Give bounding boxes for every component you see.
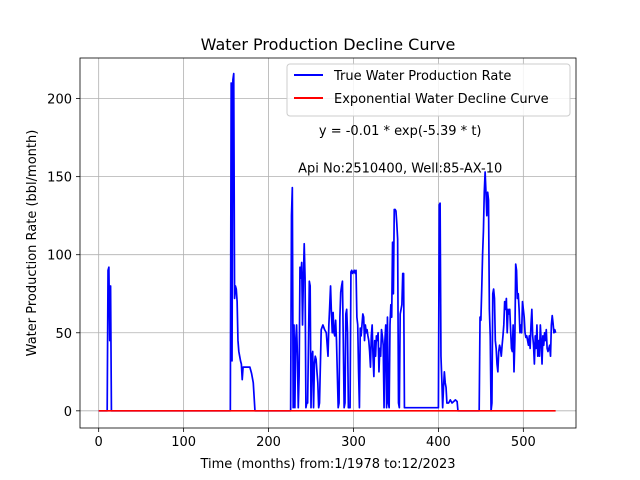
legend-label-true-rate: True Water Production Rate <box>333 69 511 84</box>
y-tick-label: 0 <box>64 405 72 420</box>
x-tick-label: 200 <box>256 435 281 450</box>
chart-title: Water Production Decline Curve <box>201 35 456 54</box>
x-axis-label: Time (months) from:1/1978 to:12/2023 <box>199 457 455 472</box>
y-tick-label: 150 <box>47 171 72 186</box>
tick-layer: 0 100 200 300 400 500 0 50 100 150 200 <box>47 93 536 450</box>
series-layer <box>98 72 557 412</box>
y-tick-label: 100 <box>47 249 72 264</box>
annotation-layer: y = -0.01 * exp(-5.39 * t) Api No:2510400… <box>298 124 502 176</box>
x-tick-label: 100 <box>171 435 196 450</box>
x-tick-label: 0 <box>95 435 103 450</box>
legend-box <box>286 63 571 117</box>
well-id-annotation: Api No:2510400, Well:85-AX-10 <box>298 161 502 176</box>
plot-area-frame <box>79 57 577 429</box>
equation-annotation: y = -0.01 * exp(-5.39 * t) <box>319 124 482 139</box>
legend: True Water Production Rate Exponential W… <box>286 63 571 117</box>
y-axis-label: Water Production Rate (bbl/month) <box>25 130 40 357</box>
true-water-production-rate-line <box>98 72 557 412</box>
x-tick-label: 300 <box>341 435 366 450</box>
y-tick-label: 200 <box>47 93 72 108</box>
y-tick-label: 50 <box>55 327 72 342</box>
legend-label-exponential: Exponential Water Decline Curve <box>334 92 549 107</box>
x-tick-label: 400 <box>426 435 451 450</box>
x-tick-label: 500 <box>511 435 536 450</box>
